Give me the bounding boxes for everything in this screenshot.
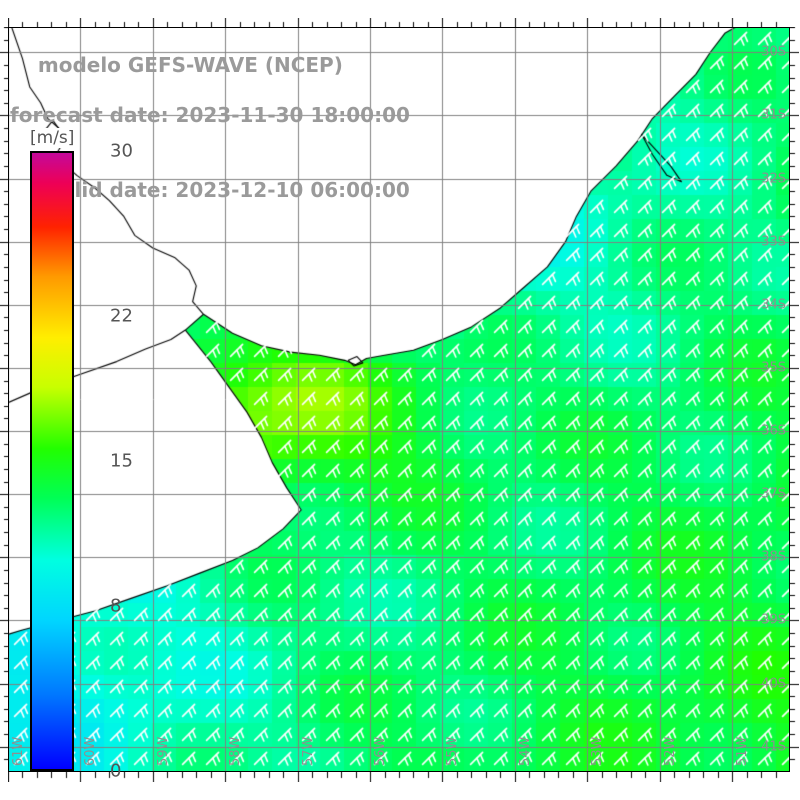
latitude-label-37S: 37S: [761, 486, 786, 502]
latitude-label-38S: 38S: [761, 549, 786, 565]
longitude-label-59W: 59W: [155, 736, 171, 766]
latitude-label-39S: 39S: [761, 612, 786, 628]
wind-barbs-overlay: [8, 27, 790, 772]
colorbar[interactable]: 30 22 15 8 0: [30, 141, 133, 782]
bottom-axis-ticks: [8, 772, 790, 782]
longitude-label-58W: 58W: [228, 736, 244, 766]
latitude-label-41S: 41S: [761, 739, 786, 755]
title-line-forecast-date: forecast date: 2023-11-30 18:00:00: [10, 103, 410, 127]
top-axis-ticks: [8, 18, 790, 27]
colorbar-gradient: [32, 153, 72, 769]
latitude-label-31S: 31S: [761, 107, 786, 123]
colorbar-label-8: 8: [110, 595, 122, 617]
right-axis-ticks: [790, 27, 799, 772]
colorbar-label-30: 30: [110, 140, 133, 162]
longitude-label-56W: 56W: [373, 736, 389, 766]
title-line-valid-date: valid date: 2023-12-10 06:00:00: [48, 178, 410, 202]
latitude-label-40S: 40S: [761, 676, 786, 692]
latitude-label-33S: 33S: [761, 234, 786, 250]
map-plot-area[interactable]: 30S 31S 32S 33S 34S 35S 36S 37S 38S 39S 40S 41S 61W…: [8, 27, 790, 772]
latitude-label-34S: 34S: [761, 297, 786, 313]
longitude-label-52W: 52W: [662, 736, 678, 766]
longitude-label-54W: 54W: [517, 736, 533, 766]
colorbar-label-0: 0: [110, 760, 122, 782]
longitude-label-61W: 61W: [11, 736, 26, 766]
colorbar-gradient-box: [30, 151, 74, 771]
longitude-label-53W: 53W: [590, 736, 606, 766]
title-line-model: modelo GEFS-WAVE (NCEP): [37, 53, 343, 77]
latitude-label-32S: 32S: [761, 171, 786, 187]
latitude-label-30S: 30S: [761, 44, 786, 60]
longitude-label-60W: 60W: [83, 736, 99, 766]
latitude-label-36S: 36S: [761, 423, 786, 439]
left-axis-ticks: [0, 27, 8, 772]
colorbar-label-22: 22: [110, 305, 133, 327]
longitude-label-55W: 55W: [445, 736, 461, 766]
latitude-label-35S: 35S: [761, 360, 786, 376]
longitude-label-51W: 51W: [735, 736, 751, 766]
longitude-label-57W: 57W: [300, 736, 316, 766]
plot-title-block: modelo GEFS-WAVE (NCEP) forecast date: 2…: [10, 28, 410, 253]
colorbar-label-15: 15: [110, 450, 133, 472]
colorbar-unit-label: [m/s]: [28, 128, 77, 148]
